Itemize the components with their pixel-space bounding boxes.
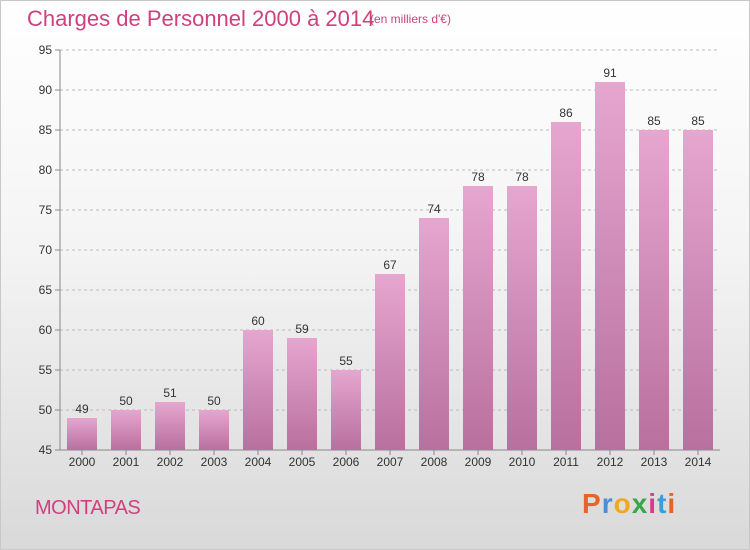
data-label-2014: 85: [691, 114, 705, 128]
bar-2011[interactable]: [551, 122, 581, 450]
x-tick-label: 2009: [465, 455, 492, 469]
logo-letter: r: [601, 488, 614, 519]
bar-2010[interactable]: [507, 186, 537, 450]
x-tick-label: 2011: [553, 455, 579, 469]
data-label-2012: 91: [603, 66, 617, 80]
logo-letter: P: [582, 488, 602, 519]
bar-2002[interactable]: [155, 402, 185, 450]
y-tick-label: 85: [39, 123, 53, 137]
x-tick-label: 2000: [69, 455, 96, 469]
bar-2013[interactable]: [639, 130, 669, 450]
data-label-2011: 86: [559, 106, 573, 120]
x-tick-label: 2012: [597, 455, 624, 469]
data-label-2010: 78: [515, 170, 529, 184]
x-tick-label: 2003: [201, 455, 228, 469]
bar-2000[interactable]: [67, 418, 97, 450]
x-tick-label: 2007: [377, 455, 404, 469]
data-label-2007: 67: [383, 258, 397, 272]
bar-2008[interactable]: [419, 218, 449, 450]
data-label-2006: 55: [339, 354, 353, 368]
data-label-2005: 59: [295, 322, 309, 336]
bar-2004[interactable]: [243, 330, 273, 450]
y-tick-label: 55: [39, 363, 53, 377]
data-label-2001: 50: [119, 394, 133, 408]
x-tick-label: 2004: [245, 455, 272, 469]
logo-letter: o: [613, 488, 632, 519]
x-tick-label: 2014: [685, 455, 712, 469]
logo-letter: i: [667, 488, 677, 519]
data-label-2002: 51: [163, 386, 177, 400]
x-tick-label: 2005: [289, 455, 316, 469]
y-tick-label: 45: [39, 443, 53, 457]
bars: [67, 82, 713, 450]
bar-2006[interactable]: [331, 370, 361, 450]
y-tick-label: 90: [39, 83, 53, 97]
data-labels: 49 50 51 50 60 59 55 67 74 78 78 86 91 85 85: [75, 66, 705, 416]
x-tick-label: 2010: [509, 455, 536, 469]
logo-letter: t: [657, 488, 668, 519]
bar-2007[interactable]: [375, 274, 405, 450]
bar-2009[interactable]: [463, 186, 493, 450]
proxiti-logo[interactable]: Proxiti: [582, 488, 676, 520]
x-tick-label: 2002: [157, 455, 184, 469]
y-tick-label: 75: [39, 203, 53, 217]
x-tick-label: 2006: [333, 455, 360, 469]
data-label-2008: 74: [427, 202, 441, 216]
y-tick-label: 50: [39, 403, 53, 417]
bar-2001[interactable]: [111, 410, 141, 450]
chart-title: Charges de Personnel 2000 à 2014: [27, 6, 375, 31]
bar-2014[interactable]: [683, 130, 713, 450]
commune-name: MONTAPAS: [35, 497, 141, 519]
data-label-2000: 49: [75, 402, 89, 416]
y-tick-label: 80: [39, 163, 53, 177]
y-tick-label: 60: [39, 323, 53, 337]
logo-letter: i: [648, 488, 658, 519]
y-tick-label: 70: [39, 243, 53, 257]
x-tick-label: 2013: [641, 455, 668, 469]
bar-2005[interactable]: [287, 338, 317, 450]
data-label-2004: 60: [251, 314, 265, 328]
y-tick-label: 65: [39, 283, 53, 297]
data-label-2003: 50: [207, 394, 221, 408]
data-label-2009: 78: [471, 170, 485, 184]
chart-subtitle: (en milliers d'€): [370, 12, 451, 26]
bar-2003[interactable]: [199, 410, 229, 450]
x-tick-label: 2001: [113, 455, 140, 469]
logo-letter: x: [631, 488, 649, 519]
data-label-2013: 85: [647, 114, 661, 128]
bar-2012[interactable]: [595, 82, 625, 450]
x-tick-label: 2008: [421, 455, 448, 469]
y-tick-label: 95: [39, 43, 53, 57]
